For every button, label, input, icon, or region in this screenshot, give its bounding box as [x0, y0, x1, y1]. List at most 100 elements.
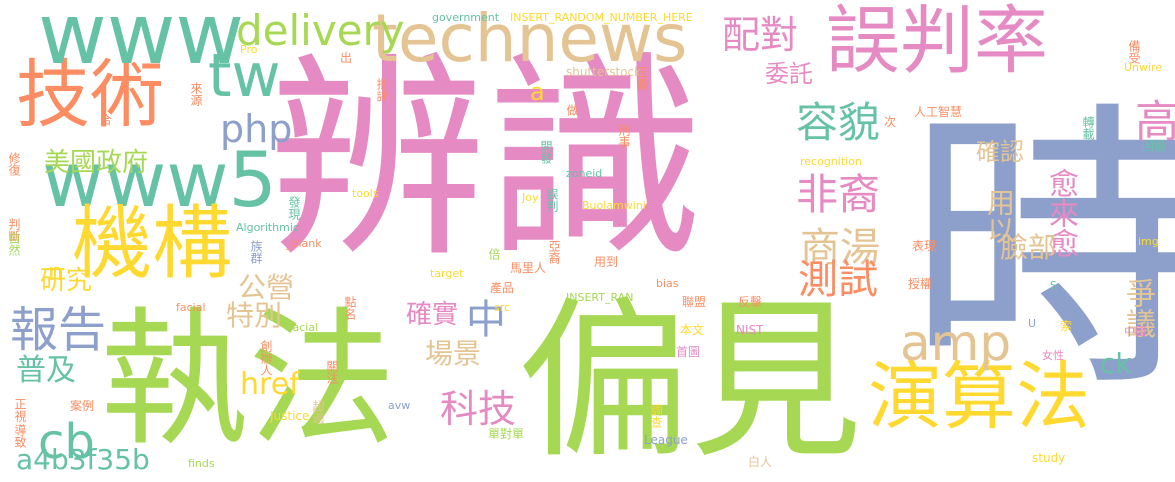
cloud-word-government: government	[432, 11, 500, 24]
cloud-word-recognition: recognition	[800, 155, 862, 168]
cloud-word-w77: 開發	[539, 140, 553, 164]
cloud-word-w79: 誤判	[545, 188, 559, 212]
cloud-word-w65: 調查	[649, 404, 663, 428]
cloud-word-pro: Pro	[240, 43, 258, 56]
cloud-word-w110: 索	[1060, 319, 1073, 333]
cloud-word-php: php	[220, 107, 293, 151]
cloud-word-w63: 單對單	[488, 427, 525, 441]
cloud-word-w83: 發現	[287, 196, 301, 220]
cloud-word-w54: 判斷	[7, 218, 21, 242]
cloud-word-w93: 產品	[490, 281, 515, 295]
cloud-word-w03: 執法	[100, 294, 396, 466]
cloud-word-w76: 做	[565, 104, 579, 116]
cloud-word-zoneid: zoneid	[566, 167, 603, 180]
cloud-word-w01: 辨識	[268, 34, 704, 287]
cloud-word-w49: 出	[340, 51, 353, 65]
cloud-word-blank: _blank	[286, 237, 322, 250]
cloud-word-facial: facial	[176, 301, 206, 314]
cloud-word-finds: finds	[188, 457, 215, 470]
cloud-word-w66: 白人	[748, 455, 773, 469]
cloud-word-n: n	[48, 258, 64, 286]
cloud-word-technews: technews	[372, 0, 688, 77]
cloud-word-avw: avw	[388, 399, 411, 412]
cloud-word-w10: 機構	[72, 197, 232, 290]
cloud-word-w06: 誤判率	[826, 0, 1048, 84]
cloud-word-league: League	[644, 433, 688, 447]
cloud-word-w70: 轉載	[1081, 116, 1095, 140]
cloud-word-w55: 自然	[7, 232, 21, 256]
cloud-word-w68: 人工智慧	[914, 105, 963, 119]
cloud-word-w16: 容貌	[796, 98, 881, 147]
cloud-word-w72: 備受	[1127, 40, 1141, 64]
cloud-word-w89: 馬里人	[510, 261, 547, 275]
cloud-word-w111: 女性	[1042, 349, 1064, 362]
cloud-word-s: S	[1050, 279, 1057, 292]
cloud-word-w48: 批評	[375, 78, 389, 102]
cloud-word-w11: 演算法	[868, 354, 1090, 440]
cloud-word-w53: 修復	[7, 152, 21, 176]
cloud-word-tw: tw	[208, 41, 281, 111]
cloud-word-w33: 場景	[425, 337, 482, 370]
cloud-word-w32: 科技	[440, 387, 517, 431]
cloud-word-w07: 技術	[16, 52, 164, 138]
cloud-word-w103: 首圖	[676, 345, 701, 359]
cloud-word-joy: Joy	[522, 191, 539, 204]
cloud-word-w38: 普及	[16, 353, 76, 388]
cloud-word-justice: Justice	[270, 409, 310, 423]
cloud-word-w102: 本文	[680, 323, 705, 337]
cloud-word-w88: 亞裔	[547, 240, 561, 264]
cloud-word-amp: amp	[900, 314, 1012, 372]
cloud-word-www5: www5	[42, 135, 277, 224]
cloud-word-w23: 測試	[798, 257, 878, 303]
cloud-word-w75: 刑事	[617, 124, 631, 148]
cloud-word-w24: 美國政府	[44, 148, 149, 178]
cloud-word-ck: ck	[1100, 347, 1132, 380]
cloud-word-w28: 愈來愈	[1043, 168, 1078, 258]
cloud-word-nist: NIST	[736, 323, 764, 337]
cloud-word-w34: 確實	[406, 300, 459, 330]
cloud-word-w90: 用到	[594, 255, 619, 269]
cloud-word-tools: tools	[352, 187, 379, 200]
cloud-word-racial: racial	[288, 321, 319, 334]
cloud-word-w47: 正義	[635, 66, 649, 90]
cloud-word-w36: 公營	[238, 271, 295, 304]
cloud-word-algorithmic: Algorithmic	[236, 221, 299, 234]
cloud-word-w60: 案例	[70, 399, 95, 413]
cloud-word-a4b3f35b: a4b3f35b	[16, 443, 150, 476]
cloud-word-w99: 創辦人	[259, 340, 273, 376]
cloud-word-w39: 研究	[40, 266, 93, 296]
cloud-word-unwire: Unwire	[1124, 61, 1163, 74]
cloud-word-w22: 商湯	[800, 225, 880, 271]
cloud-word-buolamwini: Buolamwini	[582, 199, 646, 212]
cloud-word-a: a	[530, 78, 545, 106]
cloud-word-w25: 高	[1127, 98, 1175, 142]
cloud-word-w57: 導致	[13, 424, 27, 448]
cloud-word-w56: 正視	[13, 398, 27, 422]
cloud-word-w26: 確認	[976, 138, 1024, 166]
cloud-word-w52: 合	[100, 113, 113, 127]
cloud-word-w100: 關注	[325, 360, 339, 384]
cloud-word-href: href	[240, 367, 300, 402]
cloud-word-u: U	[1028, 317, 1037, 330]
cloud-word-w71: 困擾	[1142, 139, 1167, 153]
cloud-word-w97: 點名	[343, 296, 357, 320]
cloud-word-w85: 族群	[249, 240, 263, 264]
cloud-word-w87: 倍	[487, 248, 501, 260]
cloud-word-study: study	[1032, 451, 1066, 465]
cloud-word-w19: 報告	[10, 302, 107, 358]
cloud-word-w112: 中國	[1124, 325, 1146, 338]
cloud-word-www: www	[38, 0, 245, 83]
cloud-word-w69: 次	[884, 115, 897, 129]
cloud-word-w35: 特別	[226, 299, 283, 332]
cloud-word-w105: 反擊	[738, 295, 763, 309]
cloud-word-w106: 表現	[912, 239, 937, 253]
cloud-word-w51: 來源	[189, 82, 203, 106]
cloud-word-cb: cb	[38, 414, 95, 470]
cloud-word-w31: 爭議	[1120, 278, 1155, 338]
cloud-word-img: img	[1138, 235, 1159, 248]
cloud-word-bias: bias	[656, 277, 679, 290]
cloud-word-w30: 臉部	[1000, 231, 1057, 264]
cloud-word-w18: 非裔	[796, 170, 881, 219]
cloud-word-delivery: delivery	[236, 6, 405, 55]
